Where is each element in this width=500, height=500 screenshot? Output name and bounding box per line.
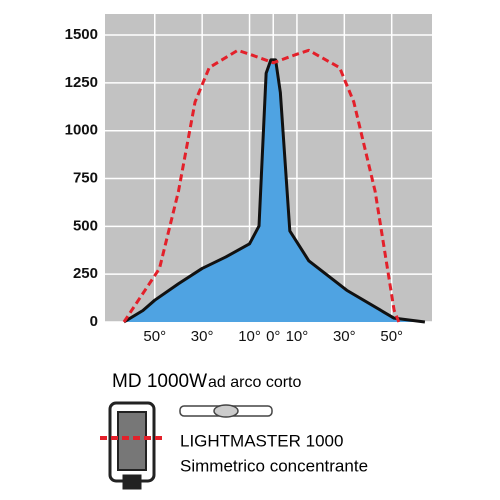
x-tick-label: 30° xyxy=(191,328,214,345)
area xyxy=(123,59,425,322)
product-description: Simmetrico concentrante xyxy=(180,456,368,475)
x-tick-label: 10° xyxy=(238,328,261,345)
line xyxy=(123,58,426,324)
line xyxy=(122,48,401,323)
x-tick-label: 0° xyxy=(266,328,280,345)
luminaire-icon xyxy=(100,401,165,490)
lamp-icon xyxy=(179,404,273,418)
y-tick-label: 0 xyxy=(90,313,98,330)
y-tick-label: 250 xyxy=(73,265,98,282)
x-tick-label: 10° xyxy=(286,328,309,345)
y-tick-label: 500 xyxy=(73,217,98,234)
x-tick-label: 50° xyxy=(143,328,166,345)
caption: MD 1000W xyxy=(112,371,207,392)
y-tick-label: 1000 xyxy=(65,122,98,139)
y-tick-label: 1500 xyxy=(65,26,98,43)
x-tick-label: 30° xyxy=(333,328,356,345)
product-name: LIGHTMASTER 1000 xyxy=(180,431,343,450)
y-tick-label: 1250 xyxy=(65,74,98,91)
y-tick-label: 750 xyxy=(73,169,98,186)
plot xyxy=(105,14,432,324)
x-tick-label: 50° xyxy=(380,328,403,345)
caption-note: ad arco corto xyxy=(208,374,301,391)
